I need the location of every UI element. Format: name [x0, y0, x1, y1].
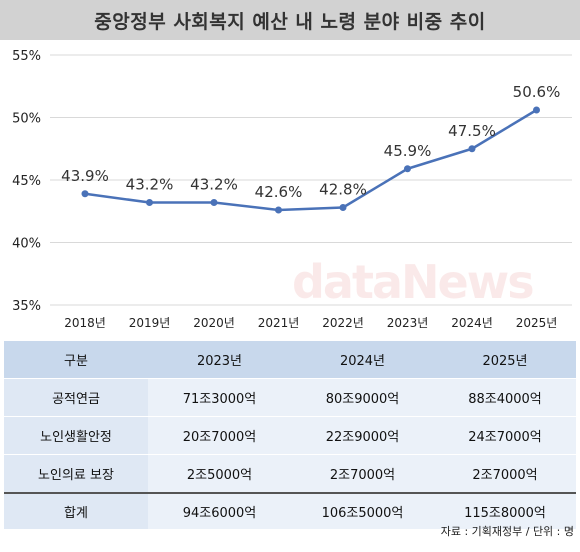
- table-cell: 71조3000억: [148, 378, 291, 417]
- data-point: [210, 199, 218, 206]
- data-label: 50.6%: [513, 83, 561, 101]
- table-cell: 2조7000억: [434, 454, 576, 494]
- total-cell: 115조8000억: [434, 492, 576, 530]
- table-cell: 24조7000억: [434, 416, 576, 455]
- row-label: 공적연금: [4, 378, 148, 417]
- table-total-row: 합계 94조6000억 106조5000억 115조8000억: [4, 492, 576, 530]
- total-cell: 106조5000억: [291, 492, 434, 530]
- total-label: 합계: [4, 492, 148, 530]
- data-point: [533, 106, 540, 114]
- table-cell: 2조5000억: [148, 454, 291, 494]
- header-2024: 2024년: [291, 341, 434, 379]
- row-label: 노인생활안정: [4, 416, 148, 455]
- row-label: 노인의료 보장: [4, 454, 148, 494]
- data-label: 47.5%: [448, 122, 496, 140]
- table-row: 노인의료 보장 2조5000억 2조7000억 2조7000억: [4, 454, 576, 494]
- data-point: [146, 199, 153, 206]
- table-header-row: 구분 2023년 2024년 2025년: [4, 341, 576, 379]
- table-cell: 88조4000억: [434, 378, 576, 417]
- chart-svg: 35% 40% 45% 50% 55% 2018년 2019년 2020년 2021년 2022년…: [12, 49, 572, 330]
- y-tick-label: 55%: [12, 49, 41, 64]
- data-label: 43.2%: [126, 176, 174, 194]
- x-tick-label: 2018년: [64, 316, 106, 330]
- header-2025: 2025년: [434, 341, 576, 379]
- data-point: [468, 145, 476, 153]
- data-label: 43.2%: [190, 176, 238, 194]
- table-cell: 2조7000억: [291, 454, 434, 494]
- y-tick-label: 50%: [12, 112, 41, 127]
- data-point: [339, 204, 347, 211]
- header-2023: 2023년: [148, 341, 291, 379]
- data-point: [275, 206, 282, 214]
- y-tick-label: 45%: [12, 174, 41, 189]
- table-cell: 80조9000억: [291, 378, 434, 417]
- data-label: 42.6%: [255, 183, 303, 201]
- table-cell: 20조7000억: [148, 416, 291, 455]
- page-title: 중앙정부 사회복지 예산 내 노령 분야 비중 추이: [94, 10, 486, 33]
- x-tick-label: 2020년: [193, 316, 235, 330]
- data-label: 45.9%: [384, 142, 432, 160]
- budget-table: 구분 2023년 2024년 2025년 공적연금 71조3000억 80조90…: [4, 341, 576, 530]
- x-tick-label: 2023년: [387, 316, 429, 330]
- data-point: [404, 165, 411, 173]
- y-tick-label: 40%: [12, 237, 41, 252]
- data-point: [81, 190, 89, 198]
- data-label: 43.9%: [61, 167, 109, 185]
- table-row: 공적연금 71조3000억 80조9000억 88조4000억: [4, 378, 576, 417]
- table-row: 노인생활안정 20조7000억 22조9000억 24조7000억: [4, 416, 576, 455]
- header-category: 구분: [4, 341, 148, 379]
- y-tick-label: 35%: [12, 299, 41, 314]
- x-tick-label: 2024년: [451, 316, 493, 330]
- x-tick-label: 2019년: [129, 316, 171, 330]
- source-note: 자료 : 기획재정부 / 단위 : 명: [440, 525, 574, 538]
- title-bar: 중앙정부 사회복지 예산 내 노령 분야 비중 추이: [0, 0, 580, 40]
- x-tick-label: 2021년: [258, 316, 300, 330]
- data-label: 42.8%: [319, 181, 367, 199]
- x-tick-label: 2025년: [516, 316, 558, 330]
- series-line: [84, 108, 538, 212]
- x-tick-label: 2022년: [322, 316, 364, 330]
- line-chart: 35% 40% 45% 50% 55% 2018년 2019년 2020년 2021년 2022년…: [0, 40, 580, 340]
- total-cell: 94조6000억: [148, 492, 291, 530]
- table-cell: 22조9000억: [291, 416, 434, 455]
